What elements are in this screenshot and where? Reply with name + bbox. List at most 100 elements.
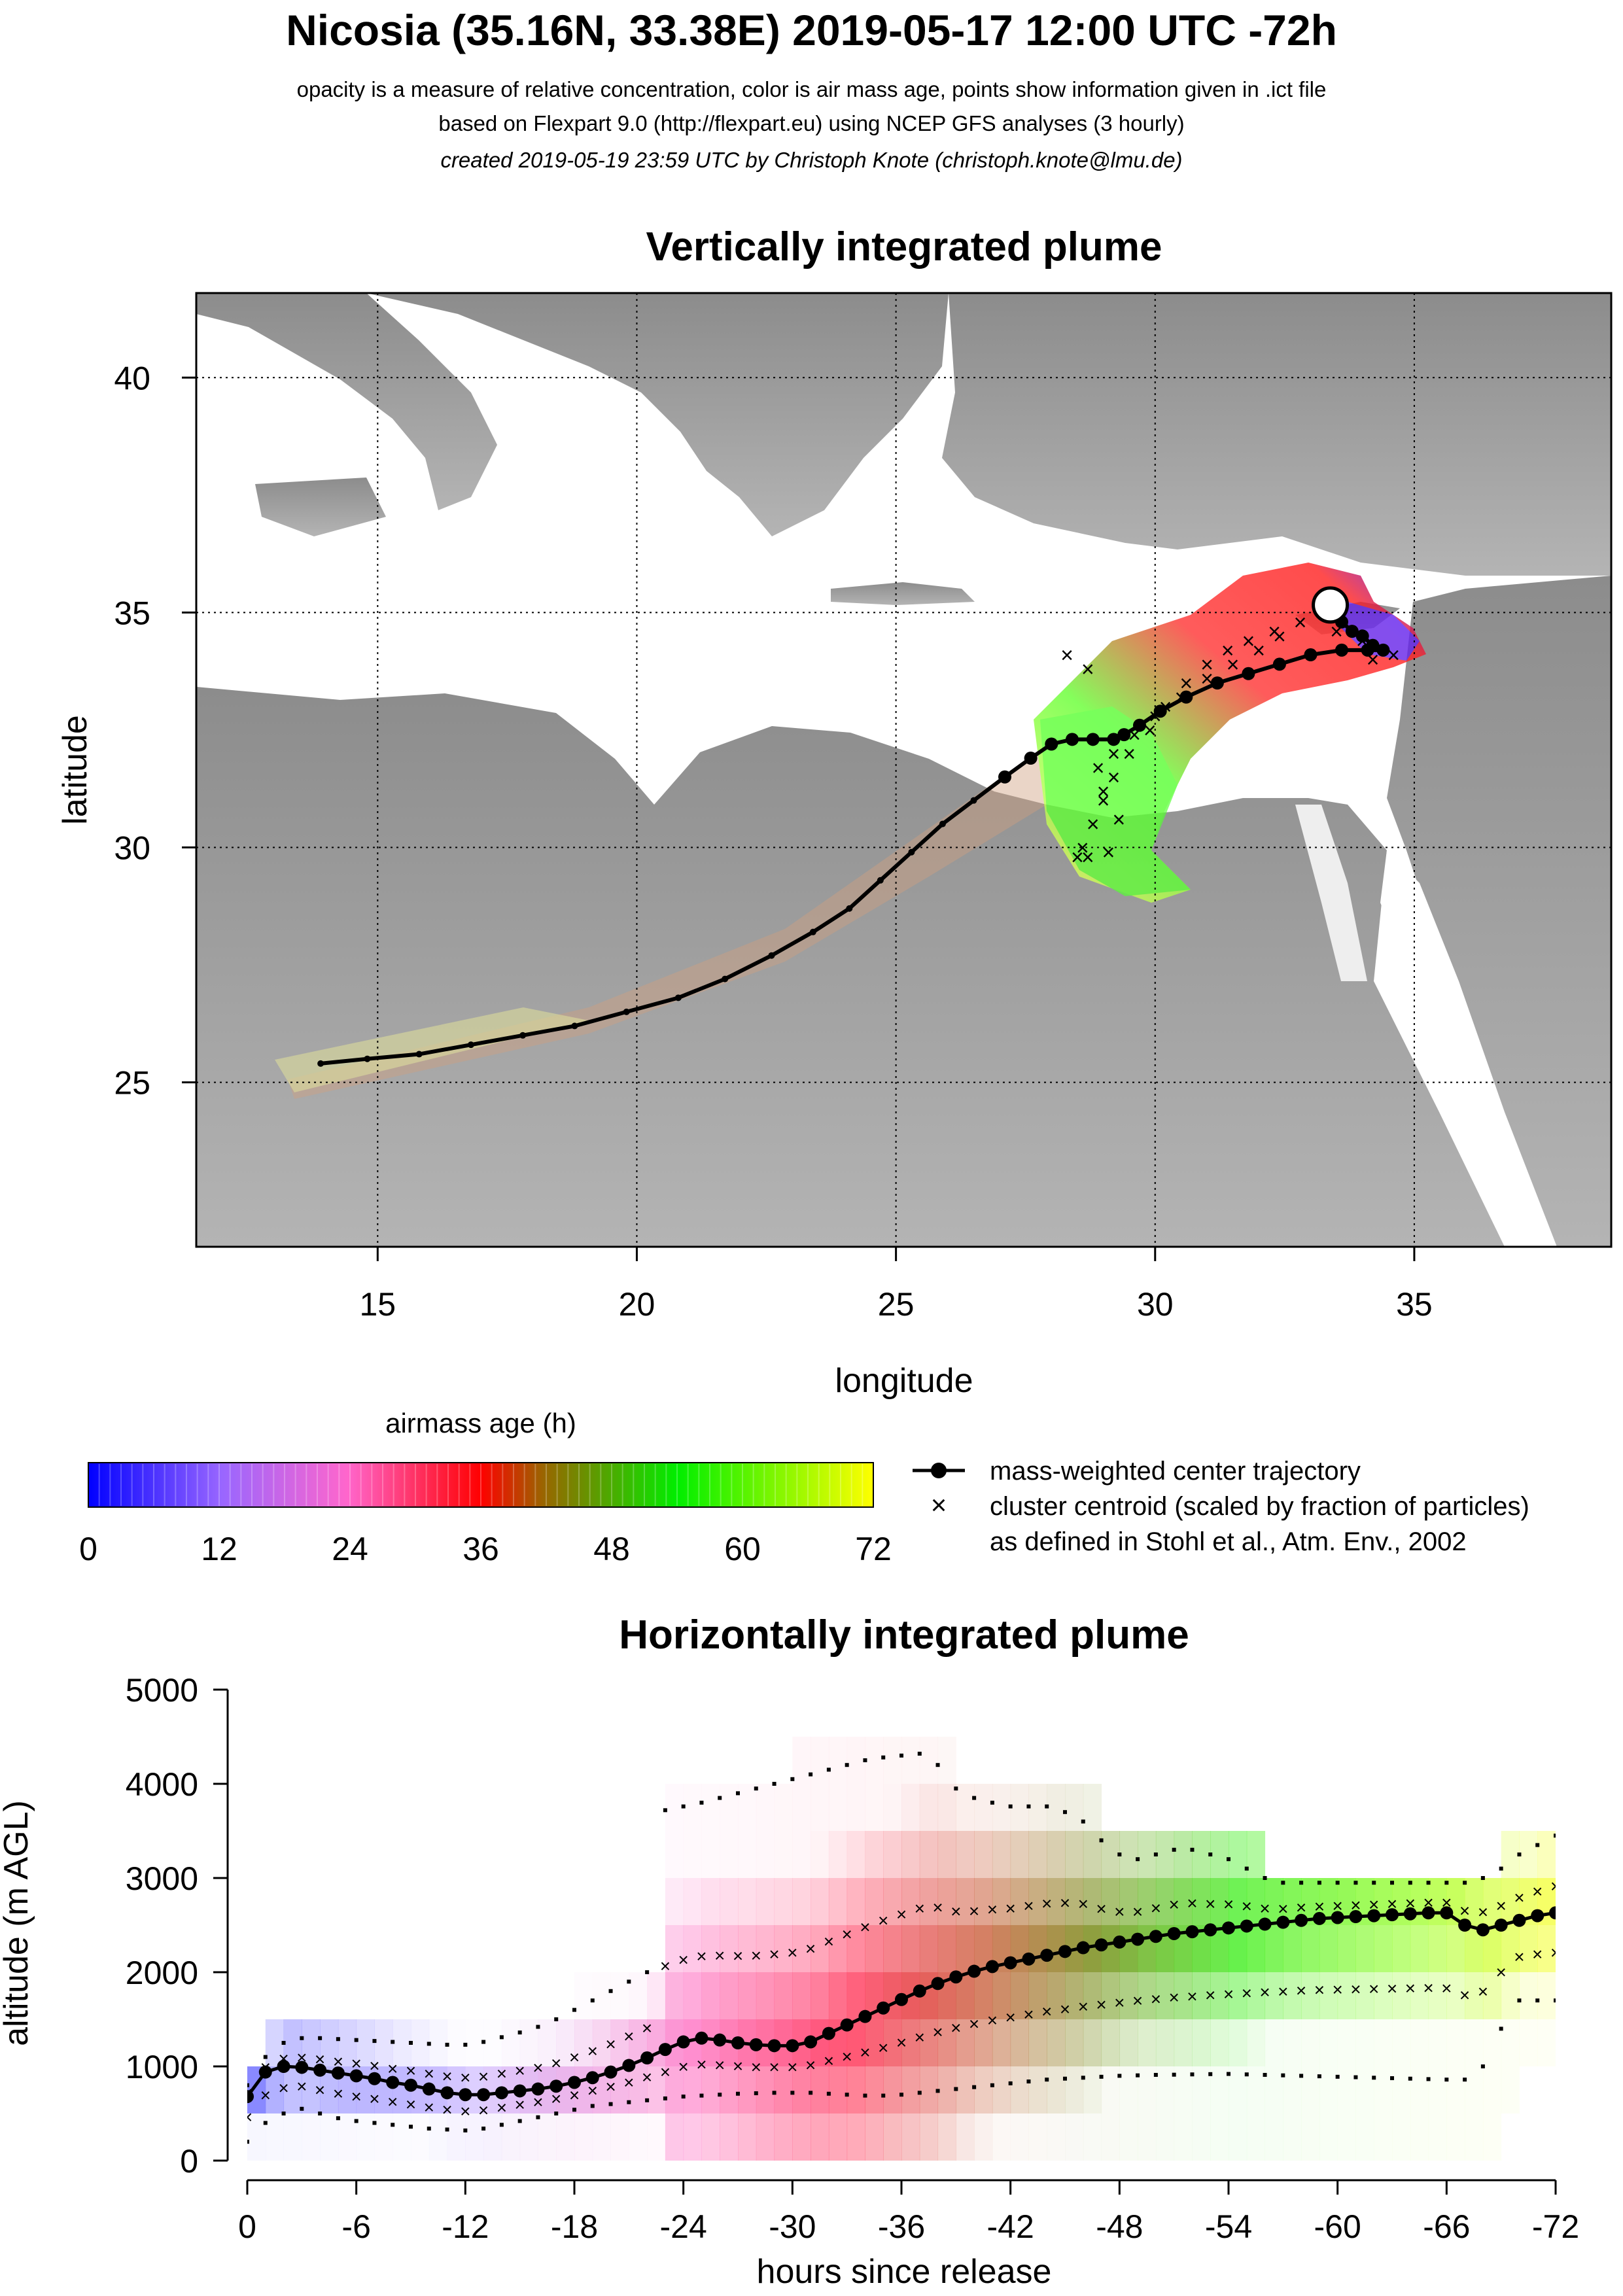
- hplume-center-point-14: [495, 2086, 508, 2100]
- hplume-cell-49-6: [1138, 1831, 1157, 1878]
- hplume-lower-point-35: [881, 2093, 886, 2098]
- hplume-cell-6-0: [356, 2113, 375, 2161]
- hplume-cell-13-0: [483, 2113, 502, 2161]
- hplume-cell-55-5: [1246, 1878, 1266, 1925]
- hplume-cell-34-2: [865, 2019, 884, 2066]
- hplume-cluster-upper-3: ×: [296, 2047, 307, 2068]
- hplume-center-point-60: [1331, 1911, 1344, 1924]
- map-cluster-centroid-2: ×: [1268, 619, 1281, 644]
- hplume-cell-71-3: [1537, 1972, 1556, 2019]
- hplume-cell-41-2: [992, 2019, 1011, 2066]
- colorbar-tick-label-3: 36: [462, 1531, 499, 1567]
- hplume-cell-68-1: [1482, 2066, 1502, 2113]
- hplume-cell-63-0: [1392, 2113, 1411, 2161]
- hplume-cluster-upper-17: ×: [551, 2053, 561, 2073]
- hplume-lower-point-21: [627, 2100, 631, 2104]
- hplume-cell-34-6: [865, 1831, 884, 1878]
- hplume-cell-51-0: [1174, 2113, 1193, 2161]
- hplume-cell-36-7: [901, 1784, 920, 1831]
- hplume-cell-58-1: [1301, 2066, 1320, 2113]
- hplume-cluster-lower-3: ×: [296, 2076, 307, 2096]
- hplume-cluster-upper-38: ×: [932, 1897, 943, 1917]
- hplume-center-point-44: [1040, 1949, 1054, 1962]
- hplume-cluster-lower-44: ×: [1041, 2002, 1052, 2022]
- hplume-upper-point-37: [917, 1751, 922, 1756]
- hplume-cell-30-7: [792, 1784, 811, 1831]
- hplume-area: × × × × × × × × × × × × × × × × × × × × × × × × × × × × × × × × × × × × × × × ×…: [247, 1690, 1556, 2161]
- hplume-cluster-upper-6: ×: [351, 2053, 361, 2074]
- hplume-cell-68-2: [1482, 2019, 1502, 2066]
- hplume-cell-44-5: [1047, 1878, 1066, 1925]
- hplume-cell-24-0: [683, 2113, 702, 2161]
- hplume-cluster-lower-59: ×: [1314, 1979, 1325, 2000]
- hplume-cell-34-8: [865, 1737, 884, 1784]
- legend-center-label: mass-weighted center trajectory: [990, 1457, 1361, 1486]
- map-marks: ××××××××××××××××××××××××××××××××××: [317, 586, 1400, 1067]
- hplume-cell-39-0: [956, 2113, 975, 2161]
- hplume-cluster-lower-29: ×: [769, 2057, 779, 2078]
- hplume-cluster-lower-13: ×: [478, 2100, 489, 2121]
- hplume-lower-point-27: [736, 2091, 740, 2096]
- hplume-cell-56-1: [1265, 2066, 1283, 2113]
- hplume-cell-54-0: [1229, 2113, 1248, 2161]
- plume-purple-tip: [1341, 602, 1420, 661]
- hplume-cell-47-3: [1101, 1972, 1120, 2019]
- map-cluster-centroid-26: ×: [1149, 704, 1162, 729]
- hplume-cell-36-0: [901, 2113, 920, 2161]
- hplume-center-point-17: [550, 2079, 563, 2093]
- hplume-cell-28-0: [756, 2113, 775, 2161]
- hplume-xtick-label-12: -72: [1532, 2208, 1579, 2245]
- hplume-center-point-56: [1258, 1917, 1272, 1931]
- nile-valley: [1295, 805, 1367, 981]
- hplume-cell-59-2: [1319, 2019, 1338, 2066]
- page-title: Nicosia (35.16N, 33.38E) 2019-05-17 12:0…: [286, 6, 1337, 54]
- hplume-cell-65-4: [1428, 1925, 1447, 1972]
- hplume-center-point-50: [1149, 1930, 1162, 1943]
- hplume-center-point-69: [1494, 1919, 1508, 1932]
- hplume-cluster-upper-1: ×: [260, 2057, 271, 2078]
- map-center-point-29: [722, 975, 729, 983]
- hplume-cluster-upper-70: ×: [1514, 1888, 1524, 1908]
- hplume-upper-point-24: [681, 1804, 686, 1809]
- map-center-point-19: [1045, 737, 1058, 751]
- hplume-upper-point-63: [1390, 1881, 1394, 1885]
- map-cluster-centroid-1: ×: [1294, 610, 1307, 635]
- hplume-cell-11-0: [447, 2113, 466, 2161]
- hplume-cluster-upper-46: ×: [1078, 1894, 1089, 1914]
- subtitle-opacity: opacity is a measure of relative concent…: [296, 77, 1327, 101]
- hplume-cell-42-2: [1010, 2019, 1029, 2066]
- hplume-cell-35-6: [883, 1831, 902, 1878]
- hplume-cluster-upper-28: ×: [751, 1945, 761, 1966]
- hplume-cell-66-2: [1446, 2019, 1465, 2066]
- hplume-cluster-upper-2: ×: [278, 2048, 288, 2068]
- hplume-cluster-upper-23: ×: [660, 1956, 671, 1976]
- map-ytick-label-2: 35: [114, 595, 150, 631]
- hplume-cluster-lower-69: ×: [1495, 1962, 1506, 1982]
- map-center-point-7: [1335, 643, 1348, 657]
- hplume-upper-point-32: [826, 1767, 831, 1772]
- hplume-cluster-upper-9: ×: [406, 2061, 416, 2081]
- map-center-point-30: [674, 994, 682, 1001]
- hplume-cell-9-2: [411, 2019, 430, 2066]
- map-cluster-centroid-21: ×: [1273, 624, 1286, 649]
- hplume-cluster-lower-42: ×: [1005, 2008, 1015, 2028]
- hplume-cell-22-1: [647, 2066, 666, 2113]
- hplume-cell-33-5: [846, 1878, 865, 1925]
- hplume-upper-point-36: [899, 1753, 903, 1758]
- hplume-cell-28-6: [756, 1831, 775, 1878]
- hplume-cell-31-3: [811, 1972, 829, 2019]
- hplume-lower-point-33: [845, 2093, 849, 2097]
- levant-landmass: [1387, 576, 1611, 1247]
- hplume-cluster-lower-49: ×: [1132, 1991, 1143, 2011]
- hplume-center-point-38: [931, 1977, 945, 1991]
- map-center-point-22: [970, 797, 977, 804]
- hplume-cell-41-0: [992, 2113, 1011, 2161]
- hplume-ytick-label-2: 2000: [126, 1955, 198, 1991]
- hplume-upper-point-60: [1335, 1881, 1340, 1885]
- map-center-point-15: [1117, 728, 1131, 742]
- hplume-cell-64-3: [1410, 1972, 1429, 2019]
- hplume-cell-44-7: [1047, 1784, 1066, 1831]
- hplume-lower-point-41: [990, 2083, 994, 2087]
- hplume-cell-5-0: [338, 2113, 357, 2161]
